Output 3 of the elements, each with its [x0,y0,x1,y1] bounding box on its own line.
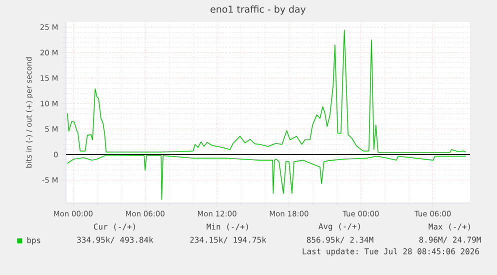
line-series [67,30,466,153]
chart-title: eno1 traffic - by day [210,5,306,15]
line-series [67,154,466,200]
